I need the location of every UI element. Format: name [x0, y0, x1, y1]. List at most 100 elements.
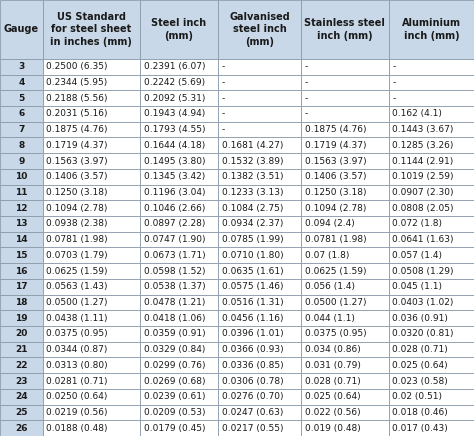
Bar — [389, 59, 474, 75]
Bar — [218, 295, 301, 310]
Bar — [0, 373, 43, 389]
Bar — [389, 90, 474, 106]
Bar — [218, 232, 301, 248]
Bar — [301, 326, 389, 342]
Text: -: - — [222, 109, 225, 118]
Text: Stainless steel
inch (mm): Stainless steel inch (mm) — [304, 18, 385, 41]
Text: 0.2344 (5.95): 0.2344 (5.95) — [46, 78, 108, 87]
Text: 26: 26 — [15, 424, 27, 433]
Text: 0.0508 (1.29): 0.0508 (1.29) — [392, 266, 454, 276]
Bar — [301, 0, 389, 59]
Text: Steel inch
(mm): Steel inch (mm) — [151, 18, 207, 41]
Bar — [140, 247, 218, 263]
Text: -: - — [305, 94, 308, 102]
Bar — [43, 169, 140, 184]
Bar — [140, 420, 218, 436]
Text: 9: 9 — [18, 157, 25, 166]
Bar — [140, 106, 218, 122]
Text: -: - — [392, 78, 396, 87]
Bar — [43, 200, 140, 216]
Text: 6: 6 — [18, 109, 25, 118]
Text: 0.094 (2.4): 0.094 (2.4) — [305, 219, 355, 228]
Text: 0.0344 (0.87): 0.0344 (0.87) — [46, 345, 108, 354]
Bar — [389, 184, 474, 200]
Text: 0.0781 (1.98): 0.0781 (1.98) — [305, 235, 366, 244]
Bar — [389, 0, 474, 59]
Text: 0.0438 (1.11): 0.0438 (1.11) — [46, 313, 108, 323]
Bar — [301, 232, 389, 248]
Text: 0.2242 (5.69): 0.2242 (5.69) — [144, 78, 205, 87]
Bar — [43, 59, 140, 75]
Bar — [0, 310, 43, 326]
Bar — [301, 342, 389, 358]
Bar — [43, 90, 140, 106]
Bar — [301, 106, 389, 122]
Text: 0.0516 (1.31): 0.0516 (1.31) — [222, 298, 283, 307]
Text: 0.1943 (4.94): 0.1943 (4.94) — [144, 109, 205, 118]
Text: 0.0329 (0.84): 0.0329 (0.84) — [144, 345, 205, 354]
Text: 0.162 (4.1): 0.162 (4.1) — [392, 109, 442, 118]
Bar — [0, 184, 43, 200]
Text: 0.0209 (0.53): 0.0209 (0.53) — [144, 408, 205, 417]
Bar — [218, 373, 301, 389]
Bar — [43, 184, 140, 200]
Text: 0.1563 (3.97): 0.1563 (3.97) — [305, 157, 366, 166]
Bar — [0, 232, 43, 248]
Text: 0.1875 (4.76): 0.1875 (4.76) — [305, 125, 366, 134]
Bar — [140, 216, 218, 232]
Text: 0.0188 (0.48): 0.0188 (0.48) — [46, 424, 108, 433]
Bar — [301, 184, 389, 200]
Text: 12: 12 — [15, 204, 27, 213]
Bar — [0, 0, 43, 59]
Bar — [301, 310, 389, 326]
Bar — [218, 310, 301, 326]
Text: 0.0598 (1.52): 0.0598 (1.52) — [144, 266, 205, 276]
Bar — [218, 59, 301, 75]
Bar — [140, 200, 218, 216]
Bar — [140, 184, 218, 200]
Text: 22: 22 — [15, 361, 27, 370]
Bar — [389, 342, 474, 358]
Text: 11: 11 — [15, 188, 27, 197]
Text: -: - — [392, 94, 396, 102]
Bar — [43, 310, 140, 326]
Text: 25: 25 — [15, 408, 27, 417]
Bar — [140, 263, 218, 279]
Text: 0.0418 (1.06): 0.0418 (1.06) — [144, 313, 205, 323]
Text: 0.0625 (1.59): 0.0625 (1.59) — [305, 266, 366, 276]
Bar — [0, 263, 43, 279]
Text: 0.036 (0.91): 0.036 (0.91) — [392, 313, 448, 323]
Bar — [218, 200, 301, 216]
Text: 14: 14 — [15, 235, 27, 244]
Text: 0.2500 (6.35): 0.2500 (6.35) — [46, 62, 108, 71]
Bar — [218, 279, 301, 295]
Bar — [301, 137, 389, 153]
Bar — [389, 295, 474, 310]
Text: 0.1681 (4.27): 0.1681 (4.27) — [222, 141, 283, 150]
Text: 0.2391 (6.07): 0.2391 (6.07) — [144, 62, 205, 71]
Text: 0.034 (0.86): 0.034 (0.86) — [305, 345, 361, 354]
Text: 0.031 (0.79): 0.031 (0.79) — [305, 361, 361, 370]
Bar — [389, 263, 474, 279]
Bar — [43, 122, 140, 137]
Bar — [389, 279, 474, 295]
Bar — [389, 106, 474, 122]
Bar — [218, 122, 301, 137]
Bar — [389, 373, 474, 389]
Text: 0.0306 (0.78): 0.0306 (0.78) — [222, 377, 283, 385]
Bar — [140, 169, 218, 184]
Text: 0.0625 (1.59): 0.0625 (1.59) — [46, 266, 108, 276]
Bar — [218, 75, 301, 90]
Bar — [389, 137, 474, 153]
Text: 0.0366 (0.93): 0.0366 (0.93) — [222, 345, 283, 354]
Text: -: - — [305, 109, 308, 118]
Text: 0.1443 (3.67): 0.1443 (3.67) — [392, 125, 454, 134]
Text: 0.1250 (3.18): 0.1250 (3.18) — [305, 188, 366, 197]
Text: 3: 3 — [18, 62, 25, 71]
Bar — [140, 232, 218, 248]
Text: 0.1719 (4.37): 0.1719 (4.37) — [46, 141, 108, 150]
Bar — [218, 405, 301, 420]
Bar — [140, 279, 218, 295]
Bar — [218, 137, 301, 153]
Bar — [301, 122, 389, 137]
